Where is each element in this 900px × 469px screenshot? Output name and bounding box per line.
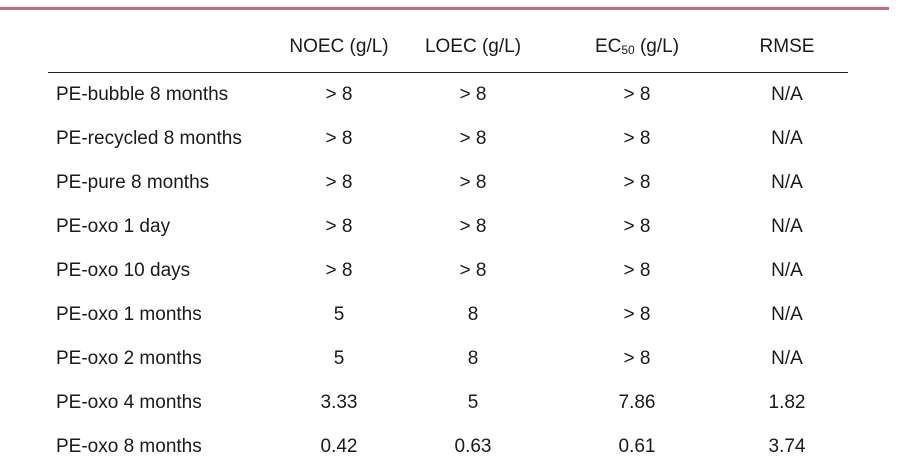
noec-value: 0.42 bbox=[320, 436, 358, 457]
rmse-value: 1.82 bbox=[768, 392, 806, 413]
header-ec50: EC50 (g/L) bbox=[548, 36, 726, 58]
header-noec: NOEC (g/L) bbox=[289, 36, 389, 57]
ec50-value: > 8 bbox=[623, 128, 651, 149]
loec-value: > 8 bbox=[459, 260, 487, 281]
sample-name: PE-recycled 8 months bbox=[56, 128, 242, 149]
noec-value: > 8 bbox=[325, 84, 353, 105]
rmse-value: N/A bbox=[771, 172, 803, 193]
loec-value: 5 bbox=[467, 392, 479, 413]
rmse-value: 3.74 bbox=[768, 436, 806, 457]
noec-value: > 8 bbox=[325, 128, 353, 149]
ec50-value: > 8 bbox=[623, 304, 651, 325]
header-ec50-prefix: EC bbox=[594, 36, 622, 57]
table-row: PE-oxo 8 months 0.42 0.63 0.61 3.74 bbox=[48, 425, 848, 469]
ec50-value: 0.61 bbox=[618, 436, 656, 457]
rmse-value: N/A bbox=[771, 348, 803, 369]
sample-name: PE-oxo 1 day bbox=[56, 216, 171, 237]
loec-value: 8 bbox=[467, 348, 479, 369]
ec50-value: > 8 bbox=[623, 348, 651, 369]
ec50-value: > 8 bbox=[623, 172, 651, 193]
loec-value: 0.63 bbox=[454, 436, 492, 457]
table-row: PE-bubble 8 months > 8 > 8 > 8 N/A bbox=[48, 73, 848, 117]
header-loec: LOEC (g/L) bbox=[424, 36, 522, 57]
table-row: PE-oxo 10 days > 8 > 8 > 8 N/A bbox=[48, 249, 848, 293]
rmse-value: N/A bbox=[771, 128, 803, 149]
rmse-value: N/A bbox=[771, 304, 803, 325]
table-row: PE-oxo 4 months 3.33 5 7.86 1.82 bbox=[48, 381, 848, 425]
sample-name: PE-oxo 1 months bbox=[56, 304, 202, 325]
top-divider bbox=[0, 7, 889, 10]
rmse-value: N/A bbox=[771, 216, 803, 237]
rmse-value: N/A bbox=[771, 260, 803, 281]
sample-name: PE-oxo 8 months bbox=[56, 436, 202, 457]
sample-name: PE-bubble 8 months bbox=[56, 84, 229, 105]
noec-value: > 8 bbox=[325, 216, 353, 237]
table-row: PE-oxo 2 months 5 8 > 8 N/A bbox=[48, 337, 848, 381]
table-row: PE-oxo 1 day > 8 > 8 > 8 N/A bbox=[48, 205, 848, 249]
table-row: PE-recycled 8 months > 8 > 8 > 8 N/A bbox=[48, 117, 848, 161]
noec-value: > 8 bbox=[325, 260, 353, 281]
noec-value: 5 bbox=[333, 348, 345, 369]
ec50-value: > 8 bbox=[623, 84, 651, 105]
ec50-value: > 8 bbox=[623, 216, 651, 237]
sample-name: PE-oxo 2 months bbox=[56, 348, 202, 369]
loec-value: > 8 bbox=[459, 84, 487, 105]
header-ec50-subscript: 50 bbox=[621, 43, 635, 57]
loec-value: 8 bbox=[467, 304, 479, 325]
sample-name: PE-oxo 10 days bbox=[56, 260, 191, 281]
noec-value: 3.33 bbox=[320, 392, 358, 413]
toxicity-table: NOEC (g/L) LOEC (g/L) EC50 (g/L) RMSE PE… bbox=[48, 22, 848, 469]
ec50-value: 7.86 bbox=[618, 392, 656, 413]
ec50-value: > 8 bbox=[623, 260, 651, 281]
table-header-row: NOEC (g/L) LOEC (g/L) EC50 (g/L) RMSE bbox=[48, 22, 848, 73]
header-ec50-suffix: (g/L) bbox=[634, 36, 680, 57]
header-rmse: RMSE bbox=[759, 36, 815, 57]
noec-value: 5 bbox=[333, 304, 345, 325]
sample-name: PE-oxo 4 months bbox=[56, 392, 202, 413]
table-row: PE-pure 8 months > 8 > 8 > 8 N/A bbox=[48, 161, 848, 205]
table-row: PE-oxo 1 months 5 8 > 8 N/A bbox=[48, 293, 848, 337]
loec-value: > 8 bbox=[459, 128, 487, 149]
rmse-value: N/A bbox=[771, 84, 803, 105]
noec-value: > 8 bbox=[325, 172, 353, 193]
loec-value: > 8 bbox=[459, 216, 487, 237]
sample-name: PE-pure 8 months bbox=[56, 172, 210, 193]
loec-value: > 8 bbox=[459, 172, 487, 193]
